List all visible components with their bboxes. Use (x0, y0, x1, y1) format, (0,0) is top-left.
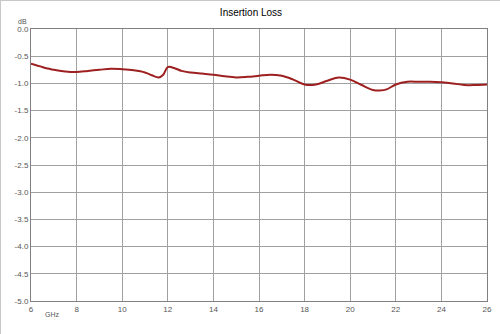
svg-text:-3.5: -3.5 (15, 215, 29, 224)
svg-text:8: 8 (74, 305, 79, 314)
svg-text:6: 6 (29, 305, 34, 314)
svg-text:16: 16 (255, 305, 264, 314)
svg-text:12: 12 (163, 305, 172, 314)
svg-text:10: 10 (118, 305, 127, 314)
svg-text:22: 22 (391, 305, 400, 314)
svg-text:-4.5: -4.5 (15, 270, 29, 279)
svg-text:-1.5: -1.5 (15, 106, 29, 115)
svg-text:GHz: GHz (45, 311, 60, 318)
svg-text:24: 24 (437, 305, 446, 314)
svg-text:-1.0: -1.0 (15, 79, 29, 88)
svg-text:dB: dB (18, 18, 27, 25)
svg-text:18: 18 (300, 305, 309, 314)
svg-text:-2.5: -2.5 (15, 161, 29, 170)
svg-text:Insertion Loss: Insertion Loss (220, 7, 282, 18)
svg-text:-0.5: -0.5 (15, 52, 29, 61)
svg-text:0.0: 0.0 (17, 25, 29, 34)
svg-text:20: 20 (346, 305, 355, 314)
svg-text:26: 26 (483, 305, 492, 314)
svg-text:-5.0: -5.0 (15, 297, 29, 306)
svg-text:-3.0: -3.0 (15, 188, 29, 197)
svg-text:14: 14 (209, 305, 218, 314)
svg-text:-2.0: -2.0 (15, 134, 29, 143)
svg-text:-4.0: -4.0 (15, 242, 29, 251)
